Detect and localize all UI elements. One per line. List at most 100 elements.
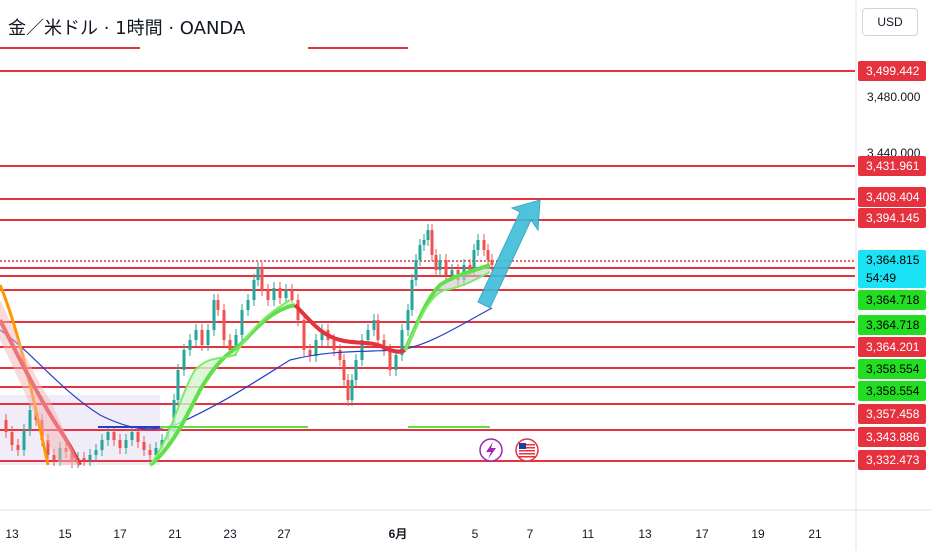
candle-body: [4, 420, 8, 432]
price-tag-label: 3,394.145: [866, 211, 920, 225]
candle-body: [216, 300, 220, 310]
candle-body: [394, 355, 398, 370]
time-tick-label: 13: [638, 527, 652, 541]
time-tick-label: 27: [277, 527, 291, 541]
candle-body: [422, 240, 426, 245]
green-ribbon-line: [148, 303, 296, 467]
current-price-label: 3,364.815: [866, 253, 920, 267]
candle-body: [342, 360, 346, 380]
price-tag-bg: [858, 61, 926, 81]
candle-body: [482, 240, 486, 250]
candle-body: [388, 350, 392, 370]
candle-body: [112, 432, 116, 440]
price-tag-bg: [858, 450, 926, 470]
candle-body: [418, 245, 422, 260]
candle-body: [182, 350, 186, 370]
time-tick-label: 13: [5, 527, 19, 541]
price-tick-label: 3,480.000: [867, 90, 921, 104]
time-tick-label: 19: [751, 527, 765, 541]
price-tag-bg: [858, 404, 926, 424]
price-tag-label: 3,408.404: [866, 190, 920, 204]
arrow-shape: [477, 199, 541, 309]
time-tick-label: 21: [808, 527, 822, 541]
candle-body: [302, 320, 306, 350]
price-tag: 3,364.201: [858, 337, 926, 357]
time-tick-label: 6月: [389, 527, 408, 541]
candle-body: [130, 432, 134, 440]
price-tag-bg: [858, 156, 926, 176]
time-axis[interactable]: 13 15 17 21 23 27 6月 5 7 11 13 17 19 21: [5, 527, 822, 541]
candle-body: [200, 330, 204, 345]
indicators: [0, 263, 493, 467]
candle-body: [188, 340, 192, 350]
candle-body: [234, 335, 238, 350]
green-ribbon-line: [404, 271, 491, 351]
candle-body: [450, 270, 454, 275]
candle-body: [154, 448, 158, 455]
price-tag-label: 3,332.473: [866, 453, 920, 467]
candle-body: [194, 330, 198, 340]
us-flag-stripe: [519, 453, 535, 455]
candle-body: [338, 350, 342, 360]
price-tag-label: 3,364.718: [866, 318, 920, 332]
candle-body: [222, 310, 226, 340]
candle-body: [28, 410, 32, 430]
price-tag: 3,431.961: [858, 156, 926, 176]
time-tick-label: 5: [472, 527, 479, 541]
price-tag-label: 3,364.201: [866, 340, 920, 354]
price-tag: 3,394.145: [858, 208, 926, 228]
lightning-icon: [479, 438, 503, 462]
candle-body: [212, 300, 216, 330]
candle-body: [314, 340, 318, 356]
price-tag-label: 3,357.458: [866, 407, 920, 421]
candle-body: [434, 255, 438, 270]
candle-body: [266, 290, 270, 300]
annotations: [477, 199, 541, 462]
candle-body: [426, 230, 430, 240]
price-tag-bg: [858, 381, 926, 401]
time-tick-label: 17: [695, 527, 709, 541]
price-tag: 3,499.442: [858, 61, 926, 81]
candle-body: [350, 380, 354, 400]
candle-body: [256, 268, 260, 280]
candle-body: [22, 430, 26, 450]
price-tag: 3,408.404: [858, 187, 926, 207]
price-tag-label: 3,343.886: [866, 430, 920, 444]
green-ribbon-line: [149, 299, 291, 466]
candle-body: [414, 260, 418, 280]
us-flag-stripe: [519, 456, 535, 458]
candle-body: [118, 440, 122, 448]
price-tag-label: 3,364.718: [866, 293, 920, 307]
price-tag: 3,343.886: [858, 427, 926, 447]
red-ribbon-line: [293, 303, 407, 354]
candle-body: [468, 265, 472, 270]
candle-body: [486, 250, 490, 260]
countdown-label: 54:49: [866, 271, 896, 285]
candle-body: [346, 380, 350, 400]
candle-body: [438, 260, 442, 270]
candle-body: [136, 432, 140, 442]
currency-button[interactable]: USD: [862, 8, 918, 36]
horizontal-levels: [0, 47, 855, 462]
time-tick-label: 23: [223, 527, 237, 541]
price-tag: 3,358.554: [858, 381, 926, 401]
blue-moving-average: [0, 307, 493, 430]
us-flag-canton: [519, 443, 526, 449]
candle-body: [260, 268, 264, 290]
candle-body: [272, 288, 276, 300]
candle-body: [400, 330, 404, 355]
candle-body: [124, 440, 128, 448]
current-price-tag-bg: [858, 250, 926, 288]
price-tag-label: 3,358.554: [866, 384, 920, 398]
candle-body: [278, 288, 282, 298]
price-tag-label: 3,499.442: [866, 64, 920, 78]
candle-body: [206, 330, 210, 345]
price-axis[interactable]: 3,480.0003,440.0003,499.4423,431.9613,40…: [858, 36, 926, 470]
price-tag: 3,358.554: [858, 359, 926, 379]
candle-body: [290, 290, 294, 300]
candle-body: [490, 260, 494, 265]
candle-body: [82, 458, 86, 460]
current-price-tag: 3,364.815 54:49: [858, 250, 926, 288]
candle-body: [360, 340, 364, 360]
